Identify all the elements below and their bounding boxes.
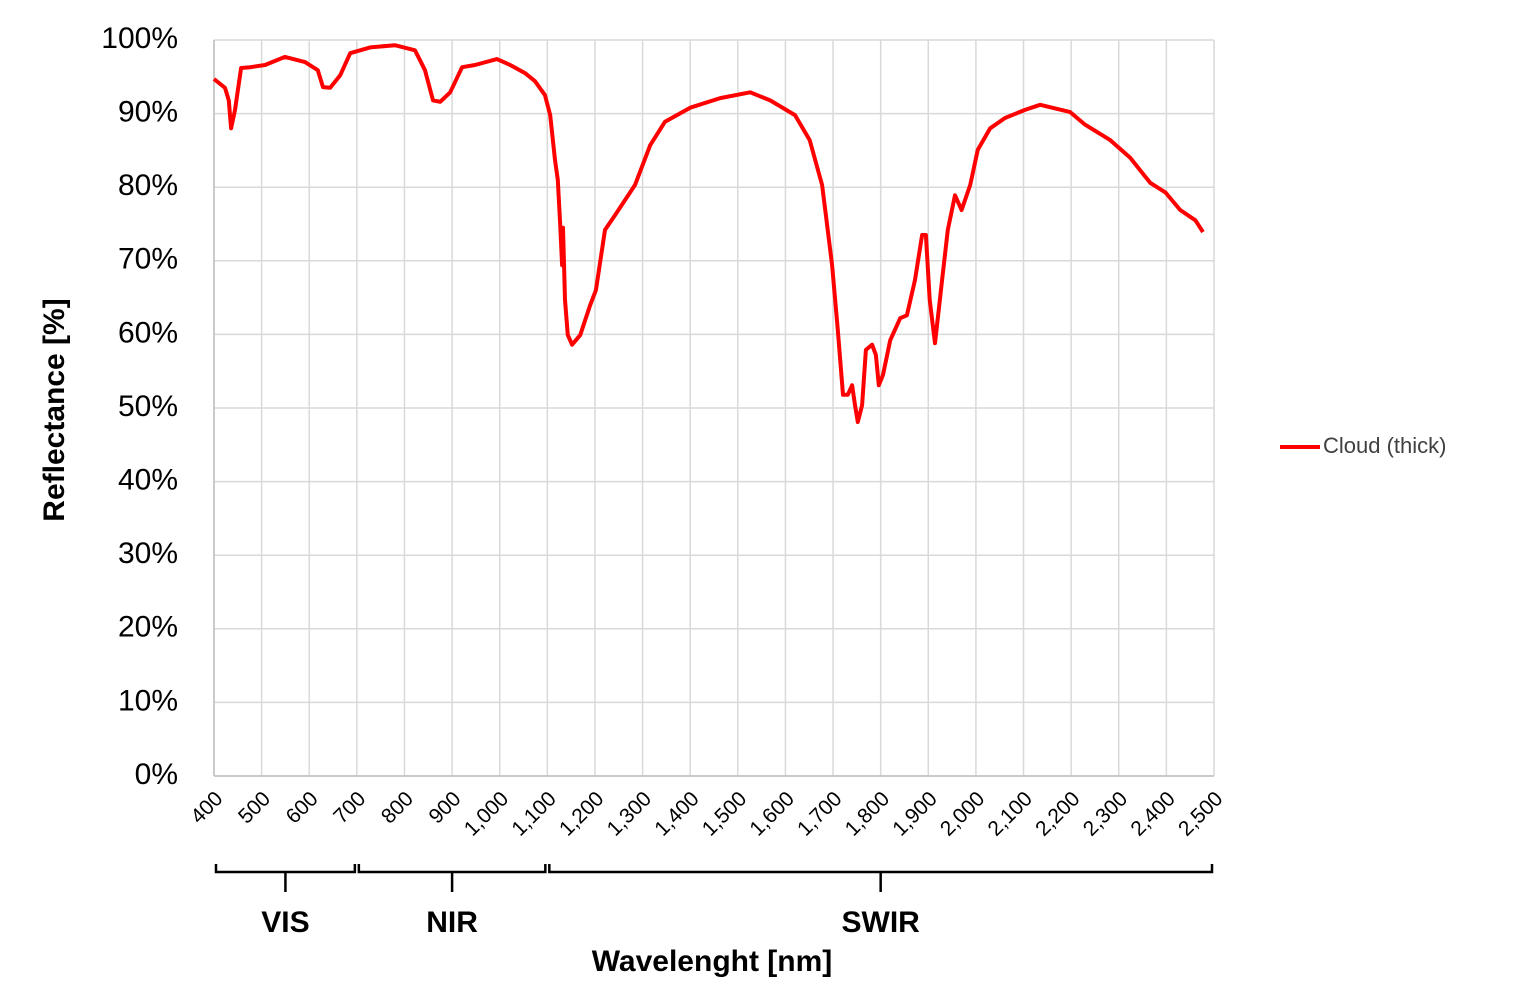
- region-bracket: [214, 864, 357, 892]
- region-label: SWIR: [842, 906, 921, 939]
- region-label: VIS: [261, 906, 309, 939]
- y-tick-label: 70%: [118, 243, 178, 276]
- y-tick-label: 20%: [118, 611, 178, 644]
- x-tick-label: 1,700: [793, 787, 846, 840]
- x-tick-label: 1,100: [507, 787, 560, 840]
- y-tick-label: 80%: [118, 169, 178, 202]
- x-tick-label: 1,200: [555, 787, 608, 840]
- x-tick-label: 2,200: [1031, 787, 1084, 840]
- y-tick-label: 100%: [101, 22, 178, 55]
- x-tick-label: 400: [186, 787, 227, 828]
- data-line: [212, 43, 1205, 424]
- x-tick-label: 800: [377, 787, 418, 828]
- x-tick-label: 2,000: [936, 787, 989, 840]
- x-axis-label: Wavelenght [nm]: [592, 945, 833, 978]
- x-tick-label: 1,000: [460, 787, 513, 840]
- y-tick-label: 10%: [118, 684, 178, 717]
- x-tick-label: 1,600: [745, 787, 798, 840]
- x-tick-label: 1,400: [650, 787, 703, 840]
- y-axis-label: Reflectance [%]: [38, 298, 71, 521]
- x-tick-label: 2,500: [1174, 787, 1227, 840]
- y-tick-label: 50%: [118, 390, 178, 423]
- region-bracket: [357, 864, 547, 892]
- x-tick-label: 2,100: [984, 787, 1037, 840]
- legend-label: Cloud (thick): [1323, 433, 1446, 458]
- region-label: NIR: [426, 906, 478, 939]
- y-tick-label: 30%: [118, 537, 178, 570]
- x-tick-label: 900: [425, 787, 466, 828]
- y-tick-label: 60%: [118, 316, 178, 349]
- x-tick-label: 600: [282, 787, 323, 828]
- x-tick-label: 700: [329, 787, 370, 828]
- y-tick-label: 40%: [118, 464, 178, 497]
- x-tick-label: 1,900: [888, 787, 941, 840]
- x-tick-label: 500: [234, 787, 275, 828]
- region-bracket: [548, 864, 1214, 892]
- x-tick-label: 1,300: [603, 787, 656, 840]
- x-tick-label: 2,300: [1079, 787, 1132, 840]
- y-tick-label: 0%: [135, 758, 178, 791]
- x-tick-label: 1,800: [841, 787, 894, 840]
- x-tick-label: 2,400: [1126, 787, 1179, 840]
- y-tick-label: 90%: [118, 96, 178, 129]
- x-tick-label: 1,500: [698, 787, 751, 840]
